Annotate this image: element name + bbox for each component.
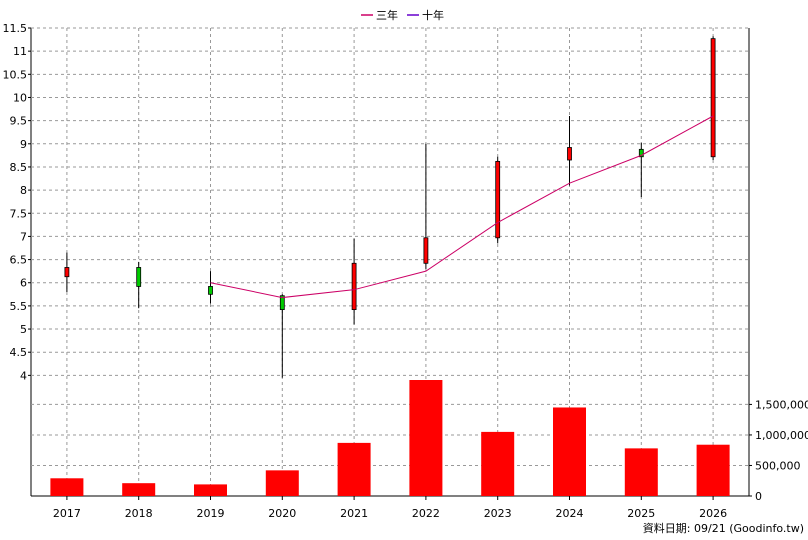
price-tick-label: 8 bbox=[20, 184, 27, 197]
volume-tick-label: 500,000 bbox=[755, 459, 801, 472]
price-tick-label: 8.5 bbox=[10, 161, 28, 174]
volume-bar bbox=[409, 380, 443, 496]
candle-body bbox=[495, 160, 501, 239]
price-tick-label: 10 bbox=[13, 91, 27, 104]
x-tick-label: 2022 bbox=[412, 507, 440, 520]
volume-tick-label: 1,000,000 bbox=[755, 429, 808, 442]
volume-bar bbox=[337, 442, 371, 496]
price-tick-label: 7.5 bbox=[10, 207, 28, 220]
volume-bars bbox=[50, 380, 730, 496]
price-tick-label: 10.5 bbox=[3, 68, 28, 81]
legend-label: 十年 bbox=[422, 8, 444, 22]
legend-label: 三年 bbox=[376, 8, 398, 22]
series-line bbox=[210, 115, 714, 299]
candle-body bbox=[279, 295, 285, 310]
price-tick-label: 11 bbox=[13, 45, 27, 58]
average-lines bbox=[210, 115, 714, 299]
price-tick-label: 4.5 bbox=[10, 346, 28, 359]
candle-body bbox=[423, 237, 429, 264]
price-tick-label: 11.5 bbox=[3, 22, 28, 35]
candles bbox=[64, 36, 716, 378]
volume-tick-label: 1,500,000 bbox=[755, 398, 808, 411]
price-tick-label: 5.5 bbox=[10, 300, 28, 313]
price-tick-label: 6.5 bbox=[10, 254, 28, 267]
candle-body bbox=[351, 262, 357, 310]
x-tick-label: 2024 bbox=[556, 507, 584, 520]
volume-bar bbox=[553, 407, 586, 496]
volume-tick-label: 0 bbox=[755, 490, 762, 503]
candle-body bbox=[638, 148, 644, 158]
volume-bar bbox=[194, 484, 227, 496]
x-tick-label: 2025 bbox=[627, 507, 655, 520]
price-axis: 4 4.5 5 5.5 6 6.5 7 7.5 8 8.5 9 9.5 10 10.5 11 11.5 bbox=[3, 22, 31, 382]
volume-axis: 0 500,000 1,000,000 1,500,000 bbox=[749, 398, 808, 503]
x-tick-label: 2021 bbox=[340, 507, 368, 520]
price-tick-label: 6 bbox=[20, 277, 27, 290]
candle-body bbox=[710, 38, 716, 158]
volume-bar bbox=[624, 448, 658, 496]
candle-body bbox=[64, 267, 70, 278]
footer-source: 資料日期: 09/21 (Goodinfo.tw) bbox=[643, 521, 804, 535]
x-tick-label: 2017 bbox=[53, 507, 81, 520]
candle-body bbox=[208, 286, 213, 295]
price-tick-label: 5 bbox=[20, 323, 27, 336]
x-tick-label: 2019 bbox=[197, 507, 225, 520]
price-tick-label: 9.5 bbox=[10, 115, 28, 128]
x-tick-label: 2018 bbox=[125, 507, 153, 520]
price-tick-label: 7 bbox=[20, 230, 27, 243]
x-axis: 2017 2018 2019 2020 2021 2022 2023 2024 2025 2026 bbox=[53, 496, 727, 520]
price-tick-label: 4 bbox=[20, 369, 27, 382]
volume-bar bbox=[481, 431, 515, 496]
volume-bar bbox=[50, 478, 84, 496]
candle-body bbox=[136, 267, 142, 287]
x-tick-label: 2020 bbox=[268, 507, 296, 520]
volume-bar bbox=[265, 470, 299, 496]
price-tick-label: 9 bbox=[20, 138, 27, 151]
volume-bar bbox=[696, 444, 730, 496]
volume-bar bbox=[122, 483, 156, 496]
x-tick-label: 2023 bbox=[484, 507, 512, 520]
x-tick-label: 2026 bbox=[699, 507, 727, 520]
candle-body bbox=[567, 147, 572, 161]
legend: 三年 十年 bbox=[361, 8, 444, 22]
